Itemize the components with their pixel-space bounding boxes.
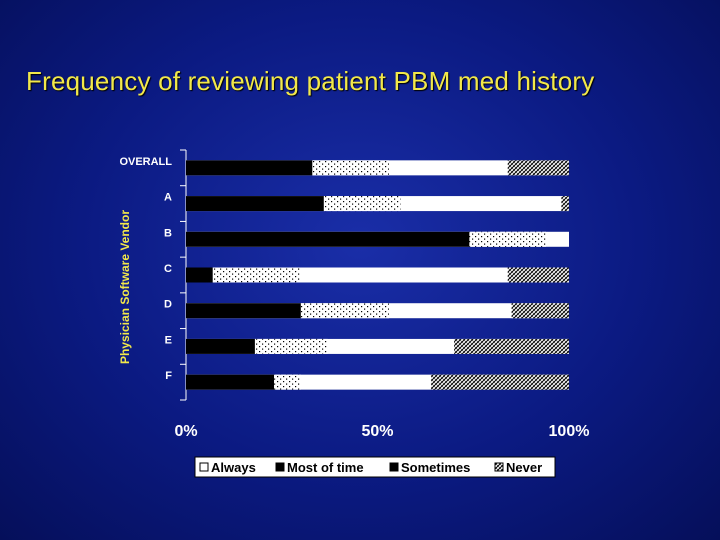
bar-segment-sometimes	[300, 303, 389, 319]
legend-box	[194, 456, 556, 478]
legend: Always Most of time Sometimes Never	[194, 456, 556, 478]
bar-segment-most-of-time	[186, 160, 313, 176]
legend-swatch	[389, 462, 399, 472]
category-label: C	[164, 263, 172, 275]
category-label: E	[165, 334, 172, 346]
bar-segment-never	[454, 338, 569, 354]
bar-segment-never	[507, 267, 569, 283]
bar-segment-sometimes	[469, 231, 547, 247]
category-label: OVERALL	[119, 156, 172, 168]
bar-segment-most-of-time	[186, 267, 213, 283]
legend-swatch	[494, 462, 504, 472]
x-tick-label: 0%	[174, 423, 197, 440]
bar-segment-never	[511, 303, 569, 319]
bar-segment-never	[561, 196, 569, 212]
x-tick-label: 50%	[361, 423, 393, 440]
x-tick-label: 100%	[549, 423, 590, 440]
category-label: B	[164, 227, 172, 239]
plot-area: Physician Software Vendor OVERALL A B C D E F 0%…	[118, 149, 590, 440]
legend-label: Always	[211, 460, 256, 475]
legend-swatch	[199, 462, 209, 472]
category-label: A	[164, 192, 172, 204]
legend-swatch	[275, 462, 285, 472]
category-label: D	[164, 299, 172, 311]
bar-segment-sometimes	[312, 160, 389, 176]
bar-segment-most-of-time	[186, 231, 470, 247]
bar-segment-sometimes	[212, 267, 301, 283]
category-label: F	[165, 370, 172, 382]
bar-segment-sometimes	[254, 338, 328, 354]
bar-segment-most-of-time	[186, 374, 275, 390]
bar-segment-never	[431, 374, 569, 390]
legend-label: Sometimes	[401, 460, 470, 475]
legend-label: Never	[506, 460, 542, 475]
bar-segment-most-of-time	[186, 338, 255, 354]
legend-label: Most of time	[287, 460, 364, 475]
bar-segment-most-of-time	[186, 196, 324, 212]
slide-title: Frequency of reviewing patient PBM med h…	[26, 66, 595, 96]
bar-segment-never	[507, 160, 569, 176]
y-axis-label: Physician Software Vendor	[118, 210, 132, 364]
bar-segment-sometimes	[274, 374, 301, 390]
bar-segment-most-of-time	[186, 303, 301, 319]
bar-segment-sometimes	[323, 196, 401, 212]
